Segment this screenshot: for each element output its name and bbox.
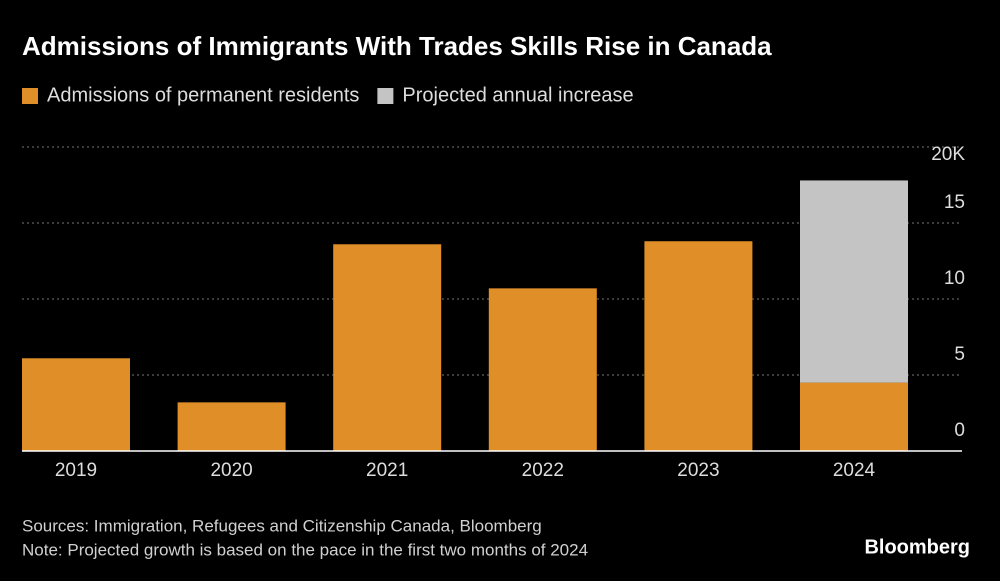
legend-swatch	[377, 88, 394, 104]
x-tick-label: 2020	[210, 460, 252, 481]
legend-label: Projected annual increase	[402, 84, 633, 106]
legend-swatch	[22, 88, 38, 104]
y-tick-label: 15	[944, 192, 965, 213]
x-tick-label: 2023	[677, 460, 719, 481]
x-tick-label: 2024	[833, 460, 876, 481]
bar	[800, 180, 908, 383]
y-tick-label: 0	[954, 420, 965, 441]
bar	[488, 288, 597, 451]
bar	[177, 402, 286, 451]
note: Note: Projected growth is based on the p…	[22, 540, 588, 559]
y-tick-label: 5	[954, 344, 965, 365]
bar	[644, 241, 753, 451]
chart-title: Admissions of Immigrants With Trades Ski…	[22, 31, 772, 61]
x-tick-label: 2019	[55, 460, 97, 481]
x-tick-label: 2022	[522, 460, 564, 481]
y-tick-label: 20K	[931, 144, 965, 165]
brand: Bloomberg	[864, 536, 970, 558]
bar	[333, 244, 442, 451]
bar	[22, 358, 130, 451]
source: Sources: Immigration, Refugees and Citiz…	[22, 516, 542, 535]
legend-label: Admissions of permanent residents	[47, 84, 359, 106]
y-tick-label: 10	[944, 268, 965, 289]
x-tick-label: 2021	[366, 460, 408, 481]
bar	[800, 382, 908, 451]
